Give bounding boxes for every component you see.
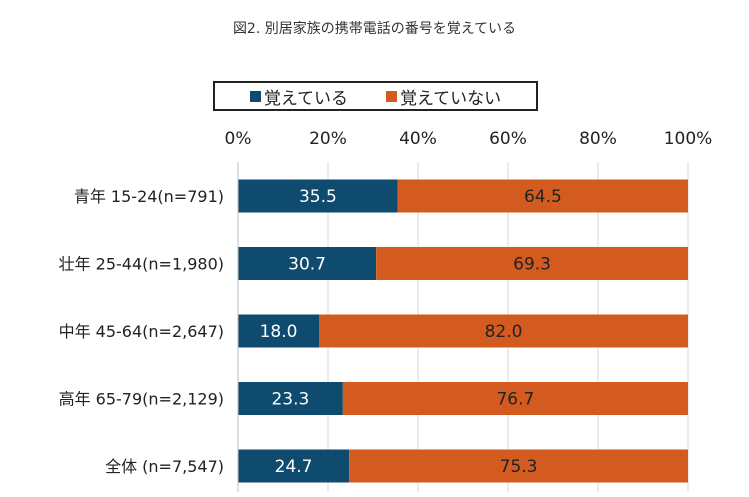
category-label: 中年 45-64(n=2,647) bbox=[59, 322, 224, 341]
x-tick-label: 40% bbox=[399, 129, 437, 149]
data-label: 64.5 bbox=[524, 187, 562, 207]
legend: 覚えている 覚えていない bbox=[213, 81, 538, 111]
bar-segment bbox=[342, 382, 688, 415]
data-label: 23.3 bbox=[271, 390, 309, 410]
legend-item-remember: 覚えている bbox=[249, 84, 348, 109]
category-label: 高年 65-79(n=2,129) bbox=[59, 390, 224, 409]
bar-segment bbox=[238, 247, 377, 280]
category-label: 全体 (n=7,547) bbox=[105, 457, 224, 476]
x-tick-label: 0% bbox=[225, 129, 252, 149]
legend-item-not-remember: 覚えていない bbox=[386, 84, 501, 109]
bar-segment bbox=[349, 449, 688, 483]
data-label: 18.0 bbox=[260, 322, 298, 342]
category-label: 青年 15-24(n=791) bbox=[74, 187, 224, 206]
bar-segment bbox=[238, 179, 398, 213]
bar-segment bbox=[238, 449, 350, 483]
x-tick-label: 60% bbox=[489, 129, 527, 149]
x-tick-label: 80% bbox=[579, 129, 617, 149]
data-label: 69.3 bbox=[513, 255, 551, 275]
data-label: 82.0 bbox=[485, 322, 523, 342]
x-tick-label: 100% bbox=[664, 129, 713, 149]
data-label: 30.7 bbox=[288, 255, 326, 275]
legend-swatch-not-remember bbox=[386, 90, 397, 102]
bar-segment bbox=[238, 382, 343, 415]
data-label: 75.3 bbox=[500, 457, 538, 477]
bar-segment bbox=[376, 247, 688, 280]
data-label: 76.7 bbox=[496, 390, 534, 410]
data-label: 24.7 bbox=[275, 457, 313, 477]
legend-swatch-remember bbox=[249, 90, 261, 102]
x-tick-label: 20% bbox=[309, 129, 347, 149]
bar-segment bbox=[397, 179, 688, 213]
category-label: 壮年 25-44(n=1,980) bbox=[59, 255, 224, 274]
data-label: 35.5 bbox=[299, 187, 337, 207]
legend-label-not-remember: 覚えていない bbox=[400, 88, 502, 109]
legend-label-remember: 覚えている bbox=[263, 88, 348, 109]
chart-title: 図2. 別居家族の携帯電話の番号を覚えている bbox=[232, 21, 517, 37]
bar-segment bbox=[238, 314, 319, 348]
bar-segment bbox=[319, 314, 688, 348]
